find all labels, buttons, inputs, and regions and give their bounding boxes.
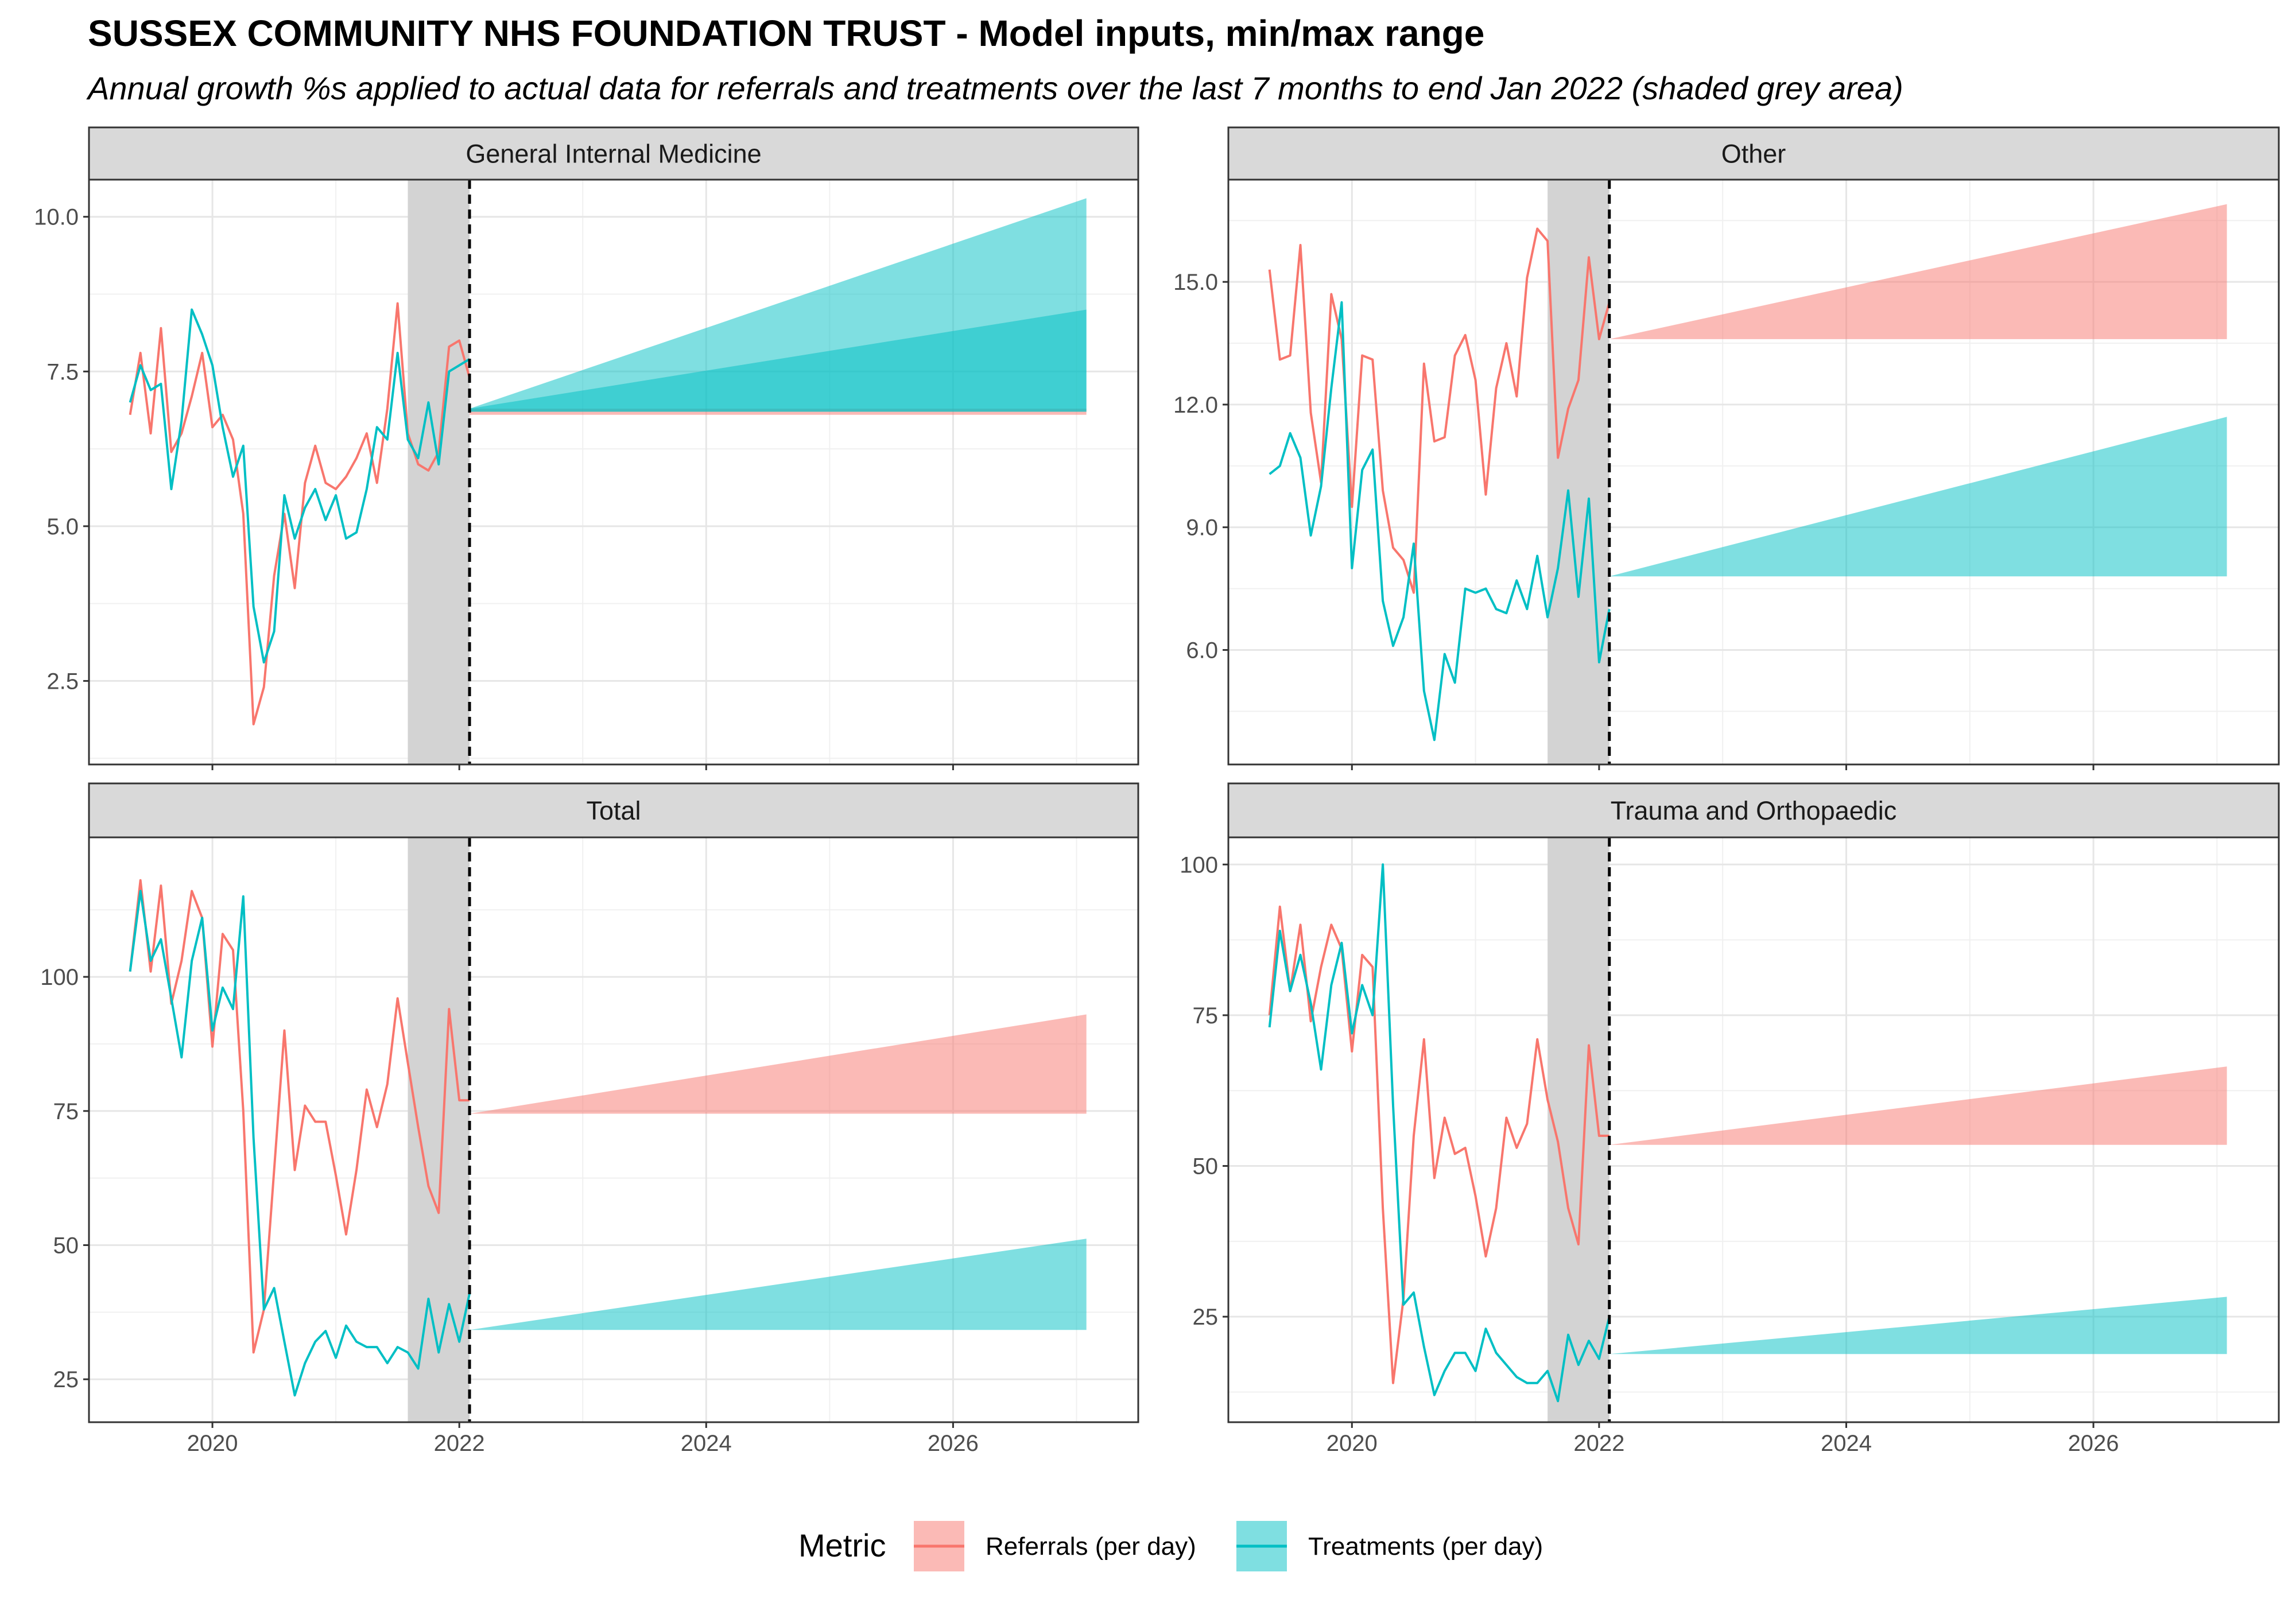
panels: General Internal Medicine 2.5 5.0 7.5 10.0 Ot… xyxy=(34,126,2280,1456)
strip-label: Total xyxy=(586,796,641,825)
panel-trauma-and-orthopaedic: Trauma and Orthopaedic 25 50 75 100 2020 2022 2… xyxy=(1180,782,2280,1456)
strip xyxy=(88,126,1139,181)
y-tick-label: 25 xyxy=(53,1367,79,1392)
x-tick-label: 2024 xyxy=(681,1431,732,1456)
panel-border xyxy=(88,836,1139,1423)
legend-title: Metric xyxy=(798,1527,886,1563)
y-tick-label: 75 xyxy=(53,1099,79,1124)
projection-referrals xyxy=(470,1014,1087,1114)
y-tick-label: 5.0 xyxy=(46,514,79,539)
projections xyxy=(1609,1066,2227,1354)
chart-title: SUSSEX COMMUNITY NHS FOUNDATION TRUST - … xyxy=(88,13,1484,54)
chart-subtitle: Annual growth %s applied to actual data … xyxy=(86,70,1903,106)
y-tick-label: 25 xyxy=(1193,1305,1219,1330)
y-tick-label: 75 xyxy=(1193,1003,1219,1028)
x-tick-label: 2024 xyxy=(1821,1431,1872,1456)
series-line-treatments xyxy=(129,890,471,1397)
y-tick-label: 100 xyxy=(1180,852,1218,878)
y-tick-label: 12.0 xyxy=(1173,393,1218,418)
y-tick-label: 15.0 xyxy=(1173,270,1218,295)
panel-general-internal-medicine: General Internal Medicine 2.5 5.0 7.5 10.0 xyxy=(34,126,1139,770)
series-line-referrals xyxy=(1268,227,1611,594)
panel-total: Total 25 50 75 100 2020 2022 2024 2026 xyxy=(40,782,1139,1456)
panel-other: Other 6.0 9.0 12.0 15.0 xyxy=(1173,126,2280,770)
projections xyxy=(1609,204,2227,577)
projections xyxy=(470,1014,1087,1330)
strip-label: General Internal Medicine xyxy=(466,139,761,169)
shaded-period xyxy=(1548,180,1609,764)
projection-treatments xyxy=(470,309,1087,412)
y-tick-label: 2.5 xyxy=(46,669,79,694)
x-tick-label: 2020 xyxy=(187,1431,238,1456)
x-tick-label: 2026 xyxy=(2068,1431,2119,1456)
panel-border xyxy=(1227,836,2280,1423)
projection-referrals xyxy=(1609,1066,2227,1145)
projection-referrals xyxy=(1609,204,2227,339)
y-tick-label: 50 xyxy=(1193,1154,1219,1179)
panel-border xyxy=(88,178,1139,766)
y-tick-label: 50 xyxy=(53,1233,79,1258)
projection-treatments xyxy=(470,1239,1087,1330)
y-tick-label: 7.5 xyxy=(46,359,79,385)
legend-label-treatments: Treatments (per day) xyxy=(1308,1532,1543,1561)
legend: Metric Referrals (per day) Treatments (p… xyxy=(798,1521,1543,1571)
series-line-referrals xyxy=(129,879,470,1354)
series-line-treatments xyxy=(1268,863,1611,1403)
shaded-period xyxy=(408,180,470,764)
projection-treatments xyxy=(1609,1297,2227,1354)
strip xyxy=(1227,782,2280,839)
x-tick-label: 2020 xyxy=(1327,1431,1378,1456)
strip-label: Trauma and Orthopaedic xyxy=(1611,796,1897,825)
strip-label: Other xyxy=(1721,139,1786,169)
x-tick-label: 2026 xyxy=(928,1431,979,1456)
legend-label-referrals: Referrals (per day) xyxy=(986,1532,1196,1561)
series-line-referrals xyxy=(1268,905,1609,1384)
panel-background xyxy=(89,837,1138,1422)
projection-treatments xyxy=(1609,417,2227,577)
y-tick-label: 100 xyxy=(40,965,79,990)
shaded-period xyxy=(1548,837,1609,1422)
x-tick-label: 2022 xyxy=(434,1431,485,1456)
panel-border xyxy=(1227,178,2280,766)
y-tick-label: 9.0 xyxy=(1186,515,1218,541)
series-line-treatments xyxy=(129,308,471,664)
x-tick-label: 2022 xyxy=(1573,1431,1624,1456)
y-tick-label: 6.0 xyxy=(1186,638,1218,663)
projections xyxy=(470,198,1087,415)
series-line-treatments xyxy=(1269,301,1611,742)
y-tick-label: 10.0 xyxy=(34,205,79,230)
